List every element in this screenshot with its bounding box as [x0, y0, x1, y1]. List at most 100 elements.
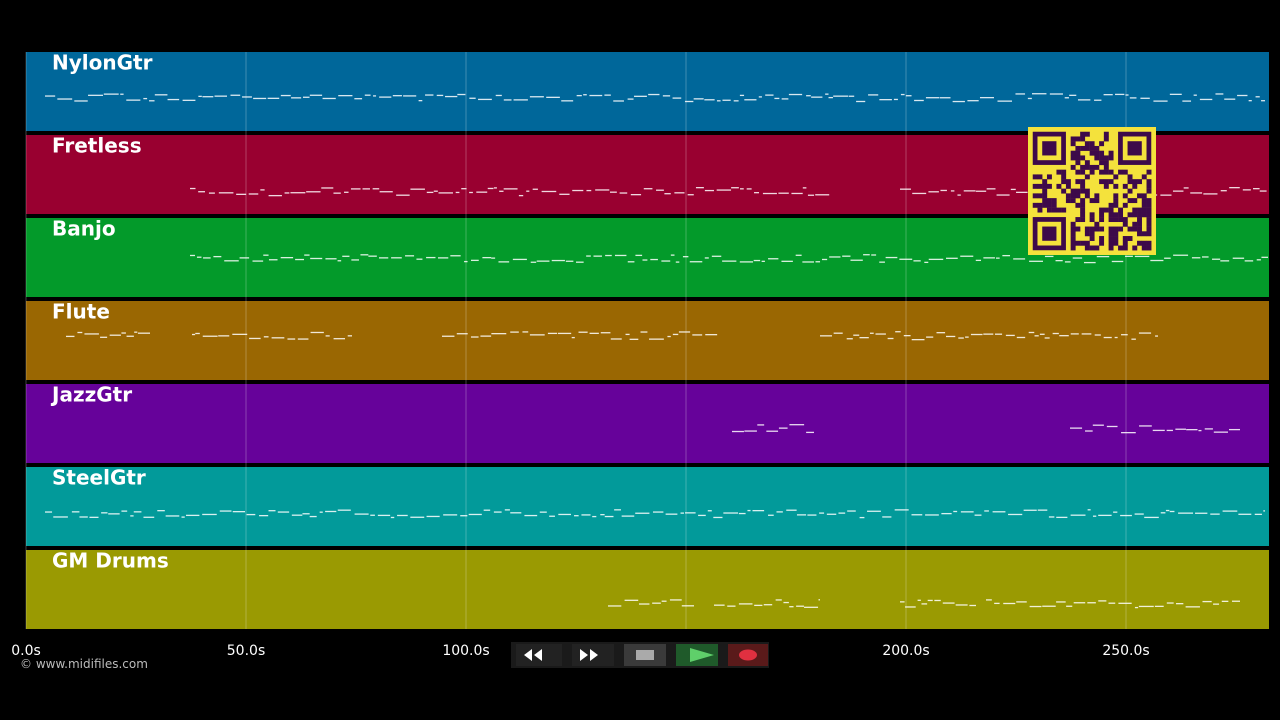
qr-module: [1042, 179, 1048, 185]
qr-module: [1118, 207, 1124, 213]
note: [619, 192, 628, 194]
note: [992, 511, 1006, 513]
note: [791, 192, 803, 195]
note: [547, 332, 558, 335]
note: [79, 516, 88, 518]
note: [600, 514, 605, 516]
qr-module: [1080, 212, 1086, 218]
qr-module: [1146, 202, 1152, 208]
note: [476, 191, 488, 193]
qr-module: [1089, 150, 1095, 156]
note: [1049, 93, 1063, 95]
qr-module: [1089, 169, 1095, 175]
track-lane: [26, 301, 1269, 380]
note: [1029, 605, 1042, 608]
note: [905, 95, 912, 97]
note: [571, 336, 575, 339]
note: [763, 604, 773, 606]
note: [377, 514, 391, 517]
note: [469, 97, 476, 99]
note: [1013, 258, 1026, 260]
note: [1103, 94, 1113, 96]
notes: [45, 93, 1268, 609]
qr-module: [1075, 217, 1081, 223]
note: [604, 94, 611, 96]
note: [638, 603, 650, 605]
qr-module: [1084, 226, 1090, 232]
play-button[interactable]: [676, 644, 718, 666]
qr-module: [1070, 155, 1076, 161]
note: [137, 332, 150, 334]
note: [731, 187, 739, 189]
qr-module: [1141, 193, 1147, 199]
note: [491, 333, 507, 335]
note: [927, 599, 933, 602]
note: [867, 510, 881, 512]
note: [287, 338, 296, 340]
qr-module: [1099, 226, 1105, 232]
note: [635, 512, 650, 514]
note: [1066, 605, 1073, 607]
note: [350, 188, 361, 190]
note: [925, 514, 939, 516]
note: [614, 254, 627, 257]
note: [198, 95, 202, 98]
rewind-button[interactable]: [516, 644, 562, 666]
note: [953, 510, 958, 513]
note: [218, 335, 230, 337]
qr-module: [1070, 221, 1076, 227]
qr-module: [1070, 141, 1076, 147]
note: [88, 94, 104, 96]
note: [913, 260, 921, 262]
note: [1064, 97, 1069, 99]
qr-module: [1103, 131, 1109, 137]
note: [1229, 187, 1240, 189]
qr-module: [1037, 193, 1043, 199]
qr-module: [1070, 240, 1076, 246]
note: [530, 261, 537, 263]
qr-finder: [1042, 141, 1057, 156]
qr-module: [1089, 226, 1095, 232]
transport-controls: [511, 642, 769, 668]
note: [263, 336, 269, 338]
note: [271, 337, 285, 339]
qr-module: [1108, 207, 1114, 213]
note: [1253, 188, 1260, 190]
stop-button[interactable]: [624, 644, 666, 666]
note: [950, 190, 955, 192]
note: [1212, 258, 1221, 260]
qr-module: [1137, 231, 1142, 237]
note: [693, 98, 704, 100]
note: [1255, 96, 1260, 98]
note: [1072, 257, 1083, 259]
qr-module: [1127, 212, 1133, 218]
qr-module: [1118, 217, 1124, 223]
note: [807, 514, 817, 516]
note: [704, 99, 715, 101]
note: [438, 257, 449, 259]
note: [1165, 509, 1170, 512]
qr-module: [1099, 155, 1105, 161]
note: [925, 97, 940, 99]
note: [833, 332, 843, 334]
note: [1131, 338, 1136, 340]
note: [1005, 334, 1015, 337]
note: [795, 254, 802, 256]
forward-button[interactable]: [572, 644, 614, 666]
note: [900, 601, 905, 603]
note: [101, 512, 108, 514]
note: [510, 331, 519, 333]
note: [213, 255, 222, 258]
qr-module: [1070, 164, 1076, 170]
note: [493, 187, 497, 189]
note: [775, 599, 782, 601]
note: [130, 515, 134, 517]
note: [758, 96, 762, 98]
note: [351, 259, 359, 261]
qr-module: [1099, 160, 1105, 166]
note: [1027, 97, 1032, 100]
record-button[interactable]: [728, 644, 768, 666]
note: [239, 257, 250, 259]
note: [1172, 190, 1184, 192]
